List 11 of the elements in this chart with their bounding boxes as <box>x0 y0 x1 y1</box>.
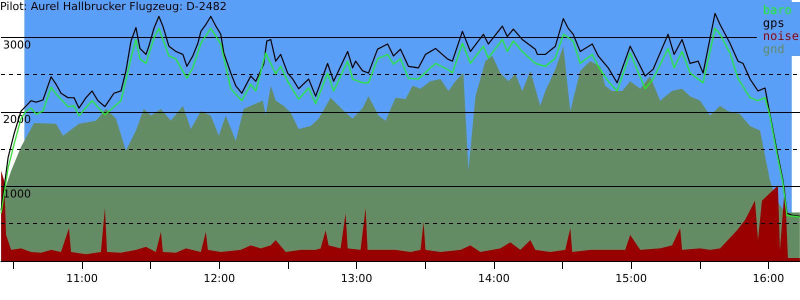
x-tick-label: 13:00 <box>340 272 372 285</box>
text: baro <box>762 3 792 17</box>
y-tick-label: 1000 <box>3 187 31 200</box>
text: gnd <box>762 42 785 56</box>
x-tick-label: 15:00 <box>615 272 647 285</box>
text: gps <box>762 16 785 30</box>
x-tick-label: 12:00 <box>203 272 236 285</box>
x-tick-label: 11:00 <box>66 272 98 285</box>
text: noise <box>762 29 799 43</box>
x-tick-label: 16:00 <box>752 272 784 285</box>
x-tick-label: 14:00 <box>478 272 510 285</box>
